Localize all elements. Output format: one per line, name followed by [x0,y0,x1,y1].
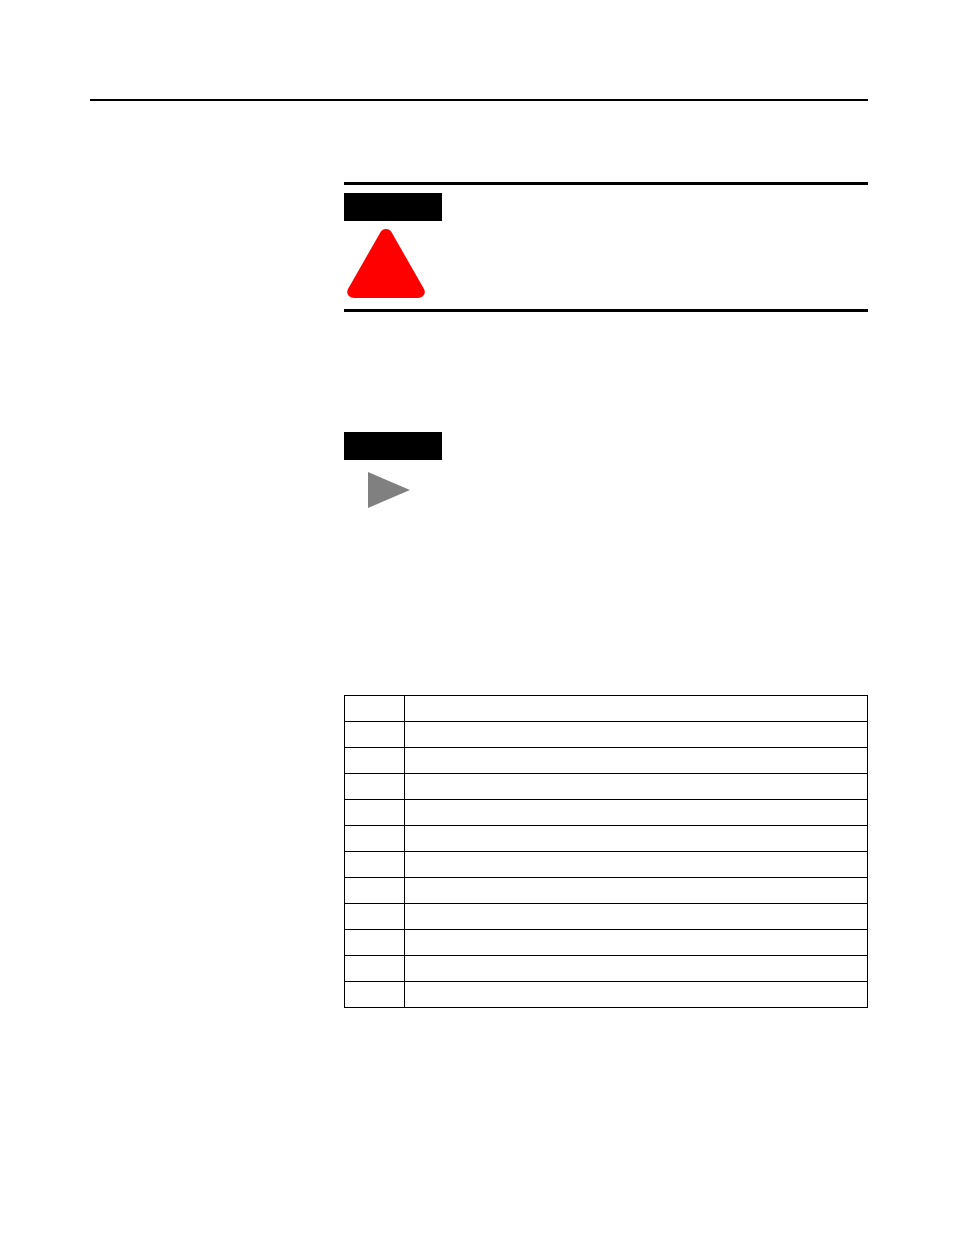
table-cell [345,800,405,826]
warning-callout [344,193,868,303]
table-row [345,904,868,930]
table-row [345,956,868,982]
table-row [345,982,868,1008]
table-row [345,930,868,956]
page-top-rule [90,99,868,101]
parts-table [344,695,868,1008]
table-cell [405,748,868,774]
table-cell [405,982,868,1008]
table-cell [405,774,868,800]
table-row [345,748,868,774]
table-cell [405,930,868,956]
table-cell [405,852,868,878]
table-cell [345,774,405,800]
table-cell [405,826,868,852]
table-cell [405,904,868,930]
table-cell [405,722,868,748]
table-row [345,800,868,826]
table-cell [405,696,868,722]
warning-bottom-rule [344,309,868,312]
table-row [345,722,868,748]
parts-table-body [345,696,868,1008]
parts-table-wrap [344,695,868,1008]
table-row [345,826,868,852]
table-cell [345,982,405,1008]
table-cell [345,956,405,982]
table-cell [345,722,405,748]
table-cell [345,696,405,722]
table-cell [345,748,405,774]
table-cell [405,956,868,982]
table-row [345,878,868,904]
note-arrow-icon [366,470,868,515]
table-cell [405,878,868,904]
table-row [345,774,868,800]
table-cell [345,904,405,930]
table-cell [345,878,405,904]
warning-triangle-icon [346,227,442,304]
warning-top-rule [344,182,868,185]
note-label-bar [344,432,442,460]
table-row [345,852,868,878]
table-cell [405,800,868,826]
table-cell [345,930,405,956]
content-column [344,182,868,1008]
table-cell [345,852,405,878]
table-row [345,696,868,722]
table-cell [345,826,405,852]
warning-label-bar [344,193,442,221]
